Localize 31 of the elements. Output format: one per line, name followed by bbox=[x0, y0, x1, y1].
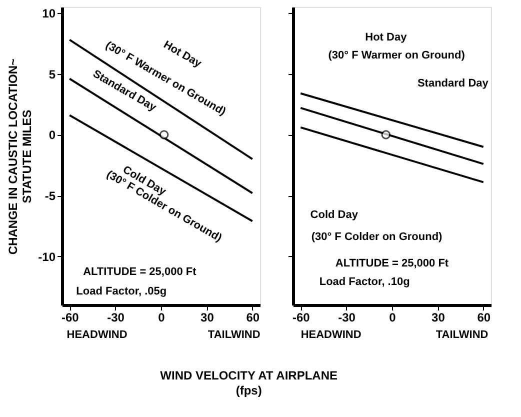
x-tick-label: 0 bbox=[158, 310, 166, 324]
y-tick-label: 10 bbox=[42, 6, 56, 21]
x-tick-label: 60 bbox=[477, 310, 491, 324]
annotation: Standard Day bbox=[417, 78, 490, 90]
annotation: Hot Day bbox=[365, 31, 408, 44]
annotation: ALTITUDE = 25,000 Ft bbox=[335, 258, 449, 270]
annotation: Hot Day bbox=[161, 38, 204, 70]
x-tick-label: 30 bbox=[200, 310, 214, 324]
y-tick-label: -5 bbox=[44, 189, 56, 204]
x-tick-label: -30 bbox=[338, 310, 356, 324]
text: HEADWIND bbox=[300, 329, 362, 341]
x-tick-label: -60 bbox=[61, 310, 80, 324]
text: HEADWIND bbox=[66, 329, 128, 341]
annotation: ALTITUDE = 25,000 Ft bbox=[83, 266, 197, 278]
y-tick-label: 5 bbox=[48, 67, 56, 82]
y-axis-title: CHANGE IN CAUSTIC LOCATION~ STATUTE MILES bbox=[6, 58, 34, 255]
x-axis-title: WIND VELOCITY AT AIRPLANE (fps) bbox=[160, 368, 338, 398]
x-tick-label: -30 bbox=[107, 310, 125, 324]
x-tick-label: -60 bbox=[292, 310, 310, 324]
text: TAILWIND bbox=[208, 329, 260, 341]
text: TAILWIND bbox=[436, 329, 488, 341]
y-tick-label: 0 bbox=[48, 128, 56, 142]
annotation: Cold Day bbox=[310, 208, 359, 221]
x-tick-label: 60 bbox=[246, 310, 260, 324]
annotation: (30° F Colder on Ground) bbox=[311, 230, 443, 243]
annotation: (30° F Warmer on Ground) bbox=[328, 50, 466, 62]
annotation: Load Factor, .10g bbox=[319, 276, 410, 288]
x-tick-label: 30 bbox=[432, 310, 446, 324]
annotation: Load Factor, .05g bbox=[76, 286, 167, 298]
x-tick-label: 0 bbox=[389, 310, 396, 324]
y-tick-label: -10 bbox=[38, 250, 56, 264]
